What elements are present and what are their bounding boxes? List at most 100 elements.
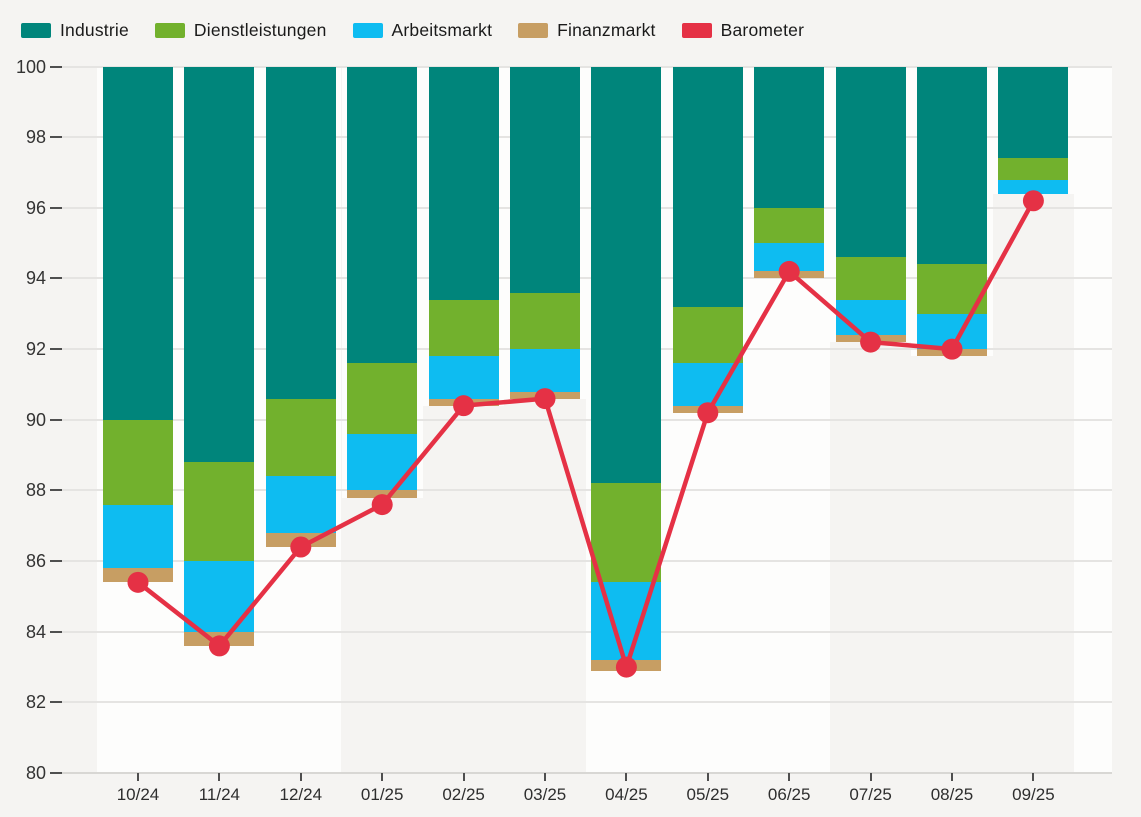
gridline (57, 65, 1112, 68)
gridline (57, 136, 1112, 139)
bar-segment-finanzmarkt[interactable] (510, 391, 580, 399)
legend-swatch-dienstleistungen (154, 23, 185, 38)
x-tick (218, 773, 221, 782)
bar-segment-finanzmarkt[interactable] (591, 660, 662, 671)
y-tick (50, 489, 62, 492)
x-tick (381, 773, 384, 782)
x-tick (1032, 773, 1035, 782)
legend-item-dienstleistungen[interactable]: Dienstleistungen (154, 20, 327, 41)
y-tick (50, 136, 62, 139)
bar-segment-dienstleistungen[interactable] (835, 257, 906, 300)
legend-swatch-industrie (21, 23, 51, 38)
bar-segment-industrie[interactable] (103, 66, 173, 420)
bar-segment-arbeitsmarkt[interactable] (347, 433, 418, 491)
bar-segment-finanzmarkt[interactable] (103, 568, 173, 583)
bar-segment-dienstleistungen[interactable] (265, 398, 336, 477)
bar-segment-industrie[interactable] (428, 66, 499, 300)
y-tick-label: 96 (25, 197, 46, 218)
x-tick-label: 09/25 (1012, 785, 1055, 805)
legend-label: Industrie (60, 20, 129, 40)
gridline (57, 701, 1112, 704)
y-tick-label: 88 (25, 480, 46, 501)
y-tick (50, 630, 62, 633)
bar-segment-arbeitsmarkt[interactable] (835, 299, 906, 335)
y-tick-label: 86 (25, 551, 46, 572)
bar-segment-arbeitsmarkt[interactable] (672, 363, 743, 406)
x-tick-label: 02/25 (442, 785, 485, 805)
y-tick-label: 98 (25, 127, 46, 148)
bar-segment-arbeitsmarkt[interactable] (998, 179, 1069, 194)
legend: Industrie Dienstleistungen Arbeitsmarkt Fin… (21, 20, 804, 41)
bar-segment-dienstleistungen[interactable] (754, 207, 825, 244)
x-tick-label: 06/25 (767, 785, 811, 805)
gridline (57, 772, 1112, 775)
y-tick-label: 100 (15, 56, 46, 77)
bar-segment-industrie[interactable] (835, 66, 906, 258)
bar-segment-industrie[interactable] (998, 66, 1069, 159)
bar-segment-arbeitsmarkt[interactable] (754, 243, 825, 272)
x-tick-label: 11/24 (198, 785, 241, 805)
x-tick (299, 773, 302, 782)
x-tick (462, 773, 465, 782)
bar-segment-industrie[interactable] (672, 66, 743, 307)
bar-segment-arbeitsmarkt[interactable] (510, 349, 580, 392)
x-tick-label: 04/25 (605, 785, 648, 805)
x-tick (625, 773, 628, 782)
x-tick-label: 08/25 (930, 785, 974, 805)
bar-segment-industrie[interactable] (754, 66, 825, 208)
bar-segment-arbeitsmarkt[interactable] (917, 313, 987, 350)
bar-segment-arbeitsmarkt[interactable] (265, 476, 336, 533)
legend-item-industrie[interactable]: Industrie (21, 20, 129, 41)
bar-segment-industrie[interactable] (184, 66, 255, 463)
bar-segment-finanzmarkt[interactable] (347, 490, 418, 498)
bar-segment-dienstleistungen[interactable] (103, 419, 173, 505)
bar-segment-finanzmarkt[interactable] (265, 532, 336, 547)
y-tick (50, 206, 62, 209)
y-tick (50, 701, 62, 704)
bar-segment-industrie[interactable] (510, 66, 580, 293)
bar-segment-arbeitsmarkt[interactable] (103, 504, 173, 569)
bar-segment-dienstleistungen[interactable] (184, 462, 255, 562)
bar-segment-dienstleistungen[interactable] (428, 299, 499, 357)
bar-segment-arbeitsmarkt[interactable] (591, 582, 662, 661)
legend-swatch-arbeitsmarkt (352, 23, 383, 38)
bar-segment-industrie[interactable] (347, 66, 418, 364)
y-tick (50, 277, 62, 280)
y-tick-label: 92 (25, 339, 46, 360)
legend-item-arbeitsmarkt[interactable]: Arbeitsmarkt (352, 20, 493, 41)
bar-segment-finanzmarkt[interactable] (672, 405, 743, 413)
bar-segment-dienstleistungen[interactable] (917, 264, 987, 314)
bar-segment-finanzmarkt[interactable] (184, 631, 255, 646)
bar-segment-industrie[interactable] (591, 66, 662, 484)
legend-item-barometer[interactable]: Barometer (681, 20, 805, 41)
y-tick (50, 560, 62, 563)
bar-segment-finanzmarkt[interactable] (835, 335, 906, 343)
bar-segment-dienstleistungen[interactable] (998, 158, 1069, 180)
bar-segment-dienstleistungen[interactable] (347, 363, 418, 434)
bar-segment-arbeitsmarkt[interactable] (184, 561, 255, 632)
x-tick (951, 773, 953, 782)
legend-label: Barometer (720, 20, 805, 40)
bar-segment-finanzmarkt[interactable] (754, 271, 825, 279)
bar-segment-finanzmarkt[interactable] (917, 349, 987, 357)
bar-segment-finanzmarkt[interactable] (428, 398, 499, 406)
x-tick-label: 12/24 (279, 785, 323, 805)
legend-label: Arbeitsmarkt (391, 20, 493, 40)
bar-segment-dienstleistungen[interactable] (510, 292, 580, 350)
y-tick-label: 84 (25, 621, 46, 642)
x-tick (706, 773, 709, 782)
x-tick (137, 773, 139, 782)
bar-segment-industrie[interactable] (917, 66, 987, 265)
legend-label: Finanzmarkt (557, 20, 656, 40)
x-tick-label: 01/25 (360, 785, 404, 805)
legend-item-finanzmarkt[interactable]: Finanzmarkt (518, 20, 655, 41)
y-tick (50, 772, 62, 775)
x-tick-label: 05/25 (686, 785, 730, 805)
bar-segment-dienstleistungen[interactable] (591, 483, 662, 583)
bar-segment-arbeitsmarkt[interactable] (428, 356, 499, 399)
y-tick (50, 65, 62, 68)
bar-segment-industrie[interactable] (265, 66, 336, 399)
bar-segment-dienstleistungen[interactable] (672, 306, 743, 364)
legend-swatch-finanzmarkt (518, 23, 549, 38)
